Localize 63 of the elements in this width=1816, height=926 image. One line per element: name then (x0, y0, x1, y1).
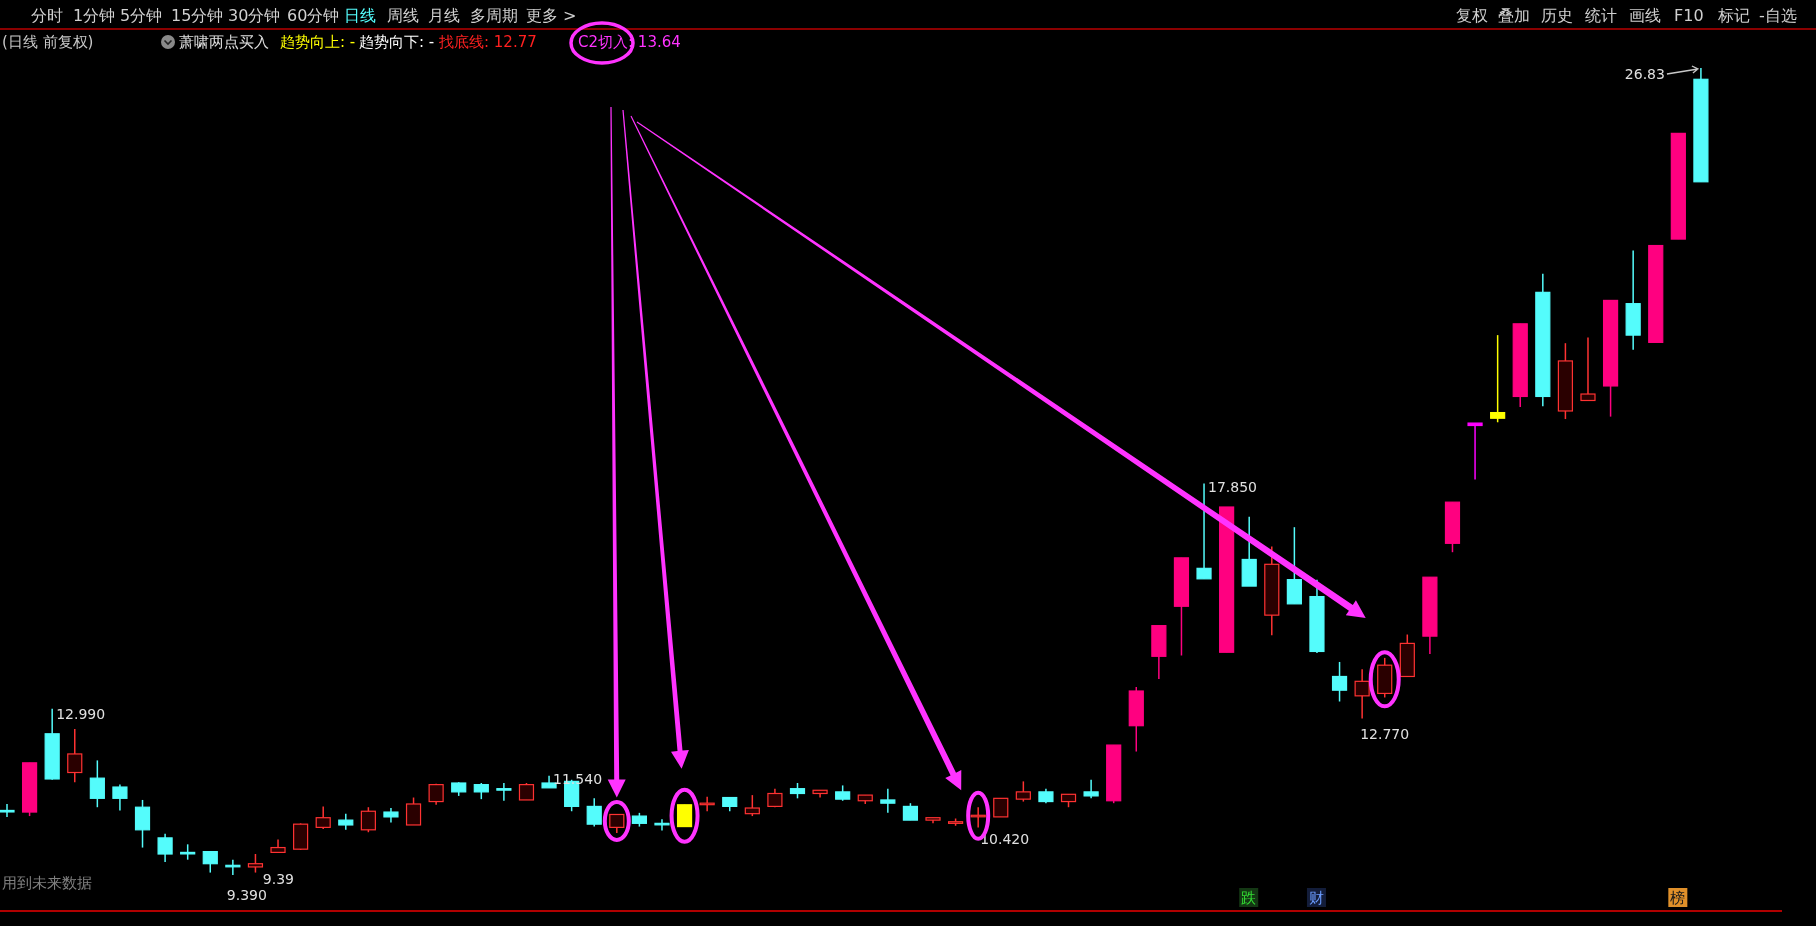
text: 财 (1308, 889, 1324, 907)
candlestick (1083, 779, 1099, 800)
text: 分时 (31, 6, 63, 25)
candlestick (609, 813, 625, 834)
candlestick (1354, 668, 1370, 720)
candlestick (247, 853, 264, 874)
annotation: 26.83 (1624, 66, 1665, 82)
candlestick (0, 803, 15, 818)
text: 日线 (344, 6, 376, 25)
text: 趋势向下: - (359, 33, 435, 51)
text: 标记 (1717, 6, 1750, 25)
chart-subtitle: 萧啸两点买入 (179, 33, 269, 51)
candlestick (1490, 334, 1506, 424)
text: 趋势向上: - (280, 33, 356, 51)
annotation: 12.990 (56, 705, 106, 722)
candlestick (202, 850, 218, 874)
candlestick (654, 818, 670, 832)
candlestick (1467, 422, 1483, 481)
candlestick (315, 805, 331, 830)
text: 画线 (1629, 6, 1661, 25)
annotation: 用到未来数据 (2, 874, 92, 892)
annotation: 12.770 (1360, 726, 1410, 743)
candlestick (134, 799, 151, 849)
text: 找底线: 12.77 (438, 33, 537, 51)
candlestick (405, 796, 422, 826)
text: 30分钟 (228, 6, 281, 25)
text: 多周期 (470, 6, 518, 25)
text: 60分钟 (287, 6, 340, 25)
text: 统计 (1585, 6, 1617, 25)
text: 更多 > (526, 6, 577, 25)
text: 5分钟 (120, 6, 163, 25)
text: -自选 (1759, 6, 1797, 25)
annotation: 17.850 (1208, 478, 1258, 495)
candlestick (89, 759, 105, 808)
candlestick (880, 787, 896, 814)
candlestick (993, 797, 1009, 818)
candlestick (157, 833, 173, 863)
annotation: 11.540 (553, 770, 603, 787)
candlestick (676, 804, 693, 828)
text: 叠加 (1498, 6, 1530, 25)
text: 周线 (387, 6, 419, 25)
text: C2切入: 13.64 (578, 33, 681, 51)
text: 月线 (428, 6, 460, 25)
candlestick (360, 806, 376, 833)
text: 复权 (1456, 6, 1488, 25)
text: 跌 (1241, 889, 1257, 907)
chart-title: (日线 前复权) (2, 33, 94, 51)
text: 历史 (1541, 6, 1573, 25)
candlestick (496, 782, 512, 802)
text: 15分钟 (171, 6, 224, 25)
annotation: 10.420 (980, 831, 1030, 848)
candlestick (112, 783, 128, 812)
text: 榜 (1670, 889, 1686, 907)
candlestick (744, 794, 760, 817)
candlestick (586, 797, 602, 828)
annotation: 9.39 (262, 871, 295, 887)
text: F10 (1674, 6, 1704, 25)
candlestick (1331, 661, 1348, 703)
text: 9.390 (226, 887, 267, 903)
candlestick (67, 728, 83, 783)
candlestick (1580, 336, 1596, 402)
text: 1分钟 (73, 6, 116, 25)
candlestick (1015, 780, 1031, 803)
